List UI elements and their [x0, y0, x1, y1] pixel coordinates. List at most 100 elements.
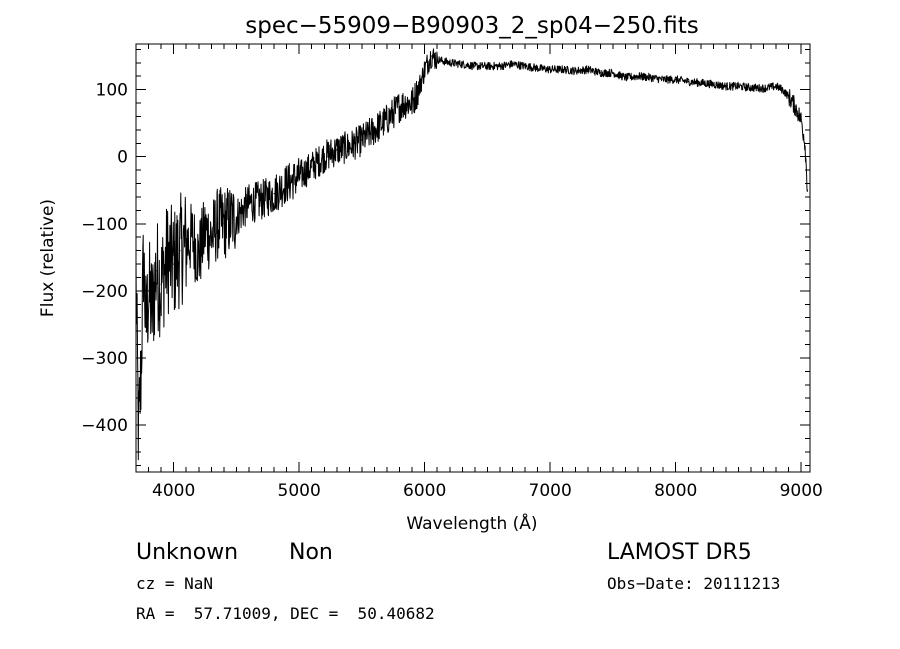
spectrum-point [417, 89, 419, 91]
spectrum-point [486, 65, 488, 67]
spectrum-point [361, 139, 363, 141]
spectrum-point [750, 87, 752, 89]
spectrum-point [140, 370, 142, 372]
spectrum-point [248, 203, 250, 205]
spectrum-point [612, 72, 614, 74]
spectrum-point [311, 166, 313, 168]
spectrum-point [461, 63, 463, 65]
spectrum-point [474, 65, 476, 67]
y-axis-label: Flux (relative) [38, 199, 58, 317]
plot-frame [135, 43, 811, 473]
spectrum-point [794, 105, 796, 107]
x-tick-labels: 4000 5000 6000 7000 8000 9000 [152, 481, 823, 501]
spectrum-point [411, 102, 413, 104]
spectrum-point [348, 146, 350, 148]
spectrum-point [436, 58, 438, 61]
spectrum-point [562, 68, 564, 71]
object-class: Unknown [136, 540, 238, 565]
spectrum-point [511, 63, 514, 65]
x-tick-label: 5000 [278, 481, 321, 501]
spectrum-point [700, 82, 702, 84]
spectrum-point [430, 55, 432, 57]
spectrum-point [662, 79, 664, 81]
spectrum-point [185, 243, 187, 245]
obs-date: Obs−Date: 20111213 [607, 574, 780, 593]
y-tick-label: −400 [81, 416, 128, 436]
y-tick-label: −100 [81, 215, 128, 235]
chart-title: spec−55909−B90903_2_sp04−250.fits [245, 13, 699, 39]
x-tick-label: 8000 [654, 481, 697, 501]
spectrum-point [142, 256, 145, 258]
spectrum-point [173, 263, 175, 265]
spectrum-point [373, 129, 376, 131]
spectrum-point [155, 270, 157, 272]
spectrum-point [386, 119, 388, 121]
spectrum-point [499, 65, 501, 67]
spectrum-point [725, 85, 727, 87]
spectrum-line [135, 48, 808, 461]
redshift-text: cz = NaN [136, 574, 213, 593]
spectrum-point [198, 256, 200, 258]
y-tick-label: −300 [81, 349, 128, 369]
x-tick-label: 9000 [780, 481, 823, 501]
spectrum-point [148, 290, 150, 292]
spectrum-series [135, 48, 809, 461]
spectrum-point [775, 85, 777, 87]
spectrum-point [549, 68, 551, 71]
spectrum-point [675, 79, 677, 81]
spectrum-point [137, 437, 140, 440]
spectrum-point [204, 229, 206, 232]
x-tick-label: 7000 [529, 481, 572, 501]
spectrum-point [712, 83, 715, 85]
survey-name: LAMOST DR5 [607, 540, 752, 565]
spectrum-point [286, 182, 288, 185]
spectrum-point [210, 236, 212, 238]
spectrum-point [587, 68, 589, 71]
spectrum-point [537, 67, 539, 69]
spectrum-point [424, 68, 426, 71]
spectrum-point [151, 310, 153, 312]
y-tick-labels: 100 0 −100 −200 −300 −400 [81, 81, 128, 436]
spectrum-point [737, 85, 740, 87]
spectrum-point [624, 76, 627, 79]
x-tick-label: 6000 [403, 481, 446, 501]
spectrum-point [806, 189, 809, 191]
spectrum-point [166, 256, 168, 258]
spectrum-point [260, 199, 263, 201]
spectrum-point [179, 250, 181, 252]
spectrum-point [599, 72, 602, 74]
spectrum-point [800, 119, 802, 121]
y-tick-label: 100 [96, 81, 128, 101]
spectrum-point [574, 70, 576, 72]
spectrum-point [804, 142, 806, 144]
x-axis-label: Wavelength (Å) [406, 512, 537, 534]
spectrum-point [217, 223, 219, 225]
spectrum-point [781, 89, 784, 91]
axis-ticks [135, 44, 810, 472]
object-subclass: Non [289, 540, 333, 565]
spectrum-point [223, 223, 225, 225]
spectrum-point [637, 75, 639, 77]
spectrum-point [191, 236, 194, 238]
spectrum-point [524, 65, 526, 67]
spectrum-point [273, 193, 275, 195]
coordinates: RA = 57.71009, DEC = 50.40682 [136, 604, 435, 623]
spectrum-point [763, 87, 765, 89]
y-tick-label: 0 [117, 148, 128, 168]
spectrum-point [788, 95, 790, 97]
y-tick-label: −200 [81, 282, 128, 302]
spectrum-point [298, 176, 300, 178]
spectrum-point [449, 62, 451, 64]
spectrum-point [405, 102, 407, 104]
spectrum-point [235, 216, 237, 218]
spectrum-point [687, 81, 689, 83]
spectrum-point [650, 76, 652, 79]
spectrum-point [145, 330, 147, 332]
spectrum-point [160, 283, 162, 285]
spectrum-point [229, 219, 231, 221]
spectrum-point [336, 149, 338, 151]
spectrum-point [399, 105, 401, 107]
x-tick-label: 4000 [152, 481, 195, 501]
spectrum-point [323, 156, 325, 158]
